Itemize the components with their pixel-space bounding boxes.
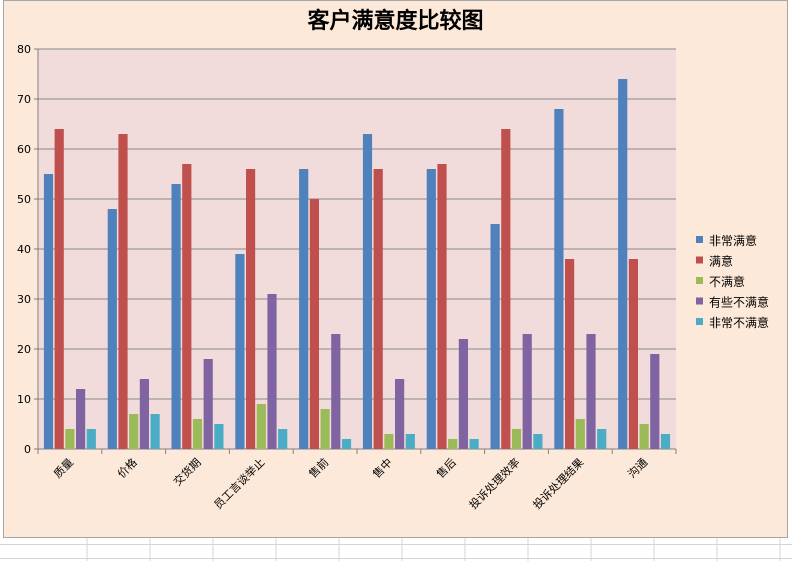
bar xyxy=(76,389,86,449)
bar xyxy=(628,259,638,449)
bar xyxy=(395,379,405,449)
bar xyxy=(54,129,64,449)
bar xyxy=(490,224,500,449)
bar xyxy=(65,429,75,449)
legend-swatch xyxy=(696,256,703,264)
legend-entry: 有些不满意 xyxy=(709,295,769,310)
x-tick-label: 售前 xyxy=(306,455,331,480)
bar xyxy=(522,334,532,449)
bar xyxy=(278,429,288,449)
bar xyxy=(150,414,160,449)
bar xyxy=(341,439,352,449)
bar xyxy=(246,169,256,449)
bar xyxy=(214,424,224,449)
bar xyxy=(565,259,575,449)
y-tick-label: 30 xyxy=(17,293,31,306)
bar xyxy=(405,434,415,449)
bar xyxy=(618,79,628,449)
bar xyxy=(182,164,192,449)
bar xyxy=(299,169,309,449)
y-tick-label: 10 xyxy=(17,393,31,406)
bar xyxy=(597,429,607,449)
bar xyxy=(267,294,277,449)
bar xyxy=(533,434,543,449)
x-tick-label: 价格 xyxy=(114,455,139,480)
bar xyxy=(320,409,330,449)
y-tick-label: 40 xyxy=(17,243,31,256)
bar xyxy=(331,334,341,449)
x-tick-label: 投诉处理结果 xyxy=(530,455,587,512)
x-tick-label: 交货期 xyxy=(170,455,203,488)
bar xyxy=(235,254,245,449)
x-tick-label: 售中 xyxy=(370,455,395,480)
legend-entry: 非常满意 xyxy=(709,233,757,248)
bar xyxy=(43,174,54,449)
bar xyxy=(554,109,564,449)
bar xyxy=(86,429,96,449)
bar xyxy=(501,129,511,449)
legend-entry: 不满意 xyxy=(709,274,745,289)
bar xyxy=(256,404,266,449)
bar xyxy=(511,429,522,449)
chart-area[interactable]: 客户满意度比较图 0 10 20 30 40 50 60 70 80 质量 价格 交货期 员工言谈举止 售… xyxy=(3,0,788,538)
bar xyxy=(309,199,319,449)
x-tick-label: 投诉处理效率 xyxy=(466,455,523,512)
bar xyxy=(192,419,203,449)
x-tick-label: 员工言谈举止 xyxy=(211,455,268,512)
bar xyxy=(575,419,585,449)
y-tick-label: 70 xyxy=(17,93,31,106)
y-tick-label: 20 xyxy=(17,343,31,356)
bar xyxy=(107,209,117,449)
legend-swatch xyxy=(696,277,703,284)
bar xyxy=(448,439,458,449)
y-tick-label: 60 xyxy=(17,143,31,156)
bar xyxy=(129,414,139,449)
bar xyxy=(171,184,181,449)
legend-swatch xyxy=(696,318,703,325)
bar xyxy=(426,169,436,449)
x-tick-label: 质量 xyxy=(51,456,76,481)
bar xyxy=(458,339,468,449)
legend-entry: 满意 xyxy=(709,254,733,269)
bar xyxy=(384,434,394,449)
bar xyxy=(586,334,596,449)
y-tick-label: 0 xyxy=(24,443,31,456)
x-tick-label: 沟通 xyxy=(625,456,650,481)
legend-entry: 非常不满意 xyxy=(709,315,769,330)
bar xyxy=(373,169,383,449)
chart-title: 客户满意度比较图 xyxy=(307,8,484,34)
bar xyxy=(639,424,649,449)
y-tick-label: 80 xyxy=(17,43,31,56)
bar xyxy=(139,379,149,449)
legend-swatch xyxy=(696,297,703,305)
legend-swatch xyxy=(696,236,703,243)
bar xyxy=(203,359,213,449)
bar xyxy=(118,134,128,449)
y-tick-label: 50 xyxy=(17,193,31,206)
x-tick-label: 售后 xyxy=(433,455,458,480)
bar xyxy=(660,434,671,449)
bar xyxy=(469,439,479,449)
bar xyxy=(650,354,660,449)
bar xyxy=(437,164,447,449)
bar xyxy=(362,134,373,449)
